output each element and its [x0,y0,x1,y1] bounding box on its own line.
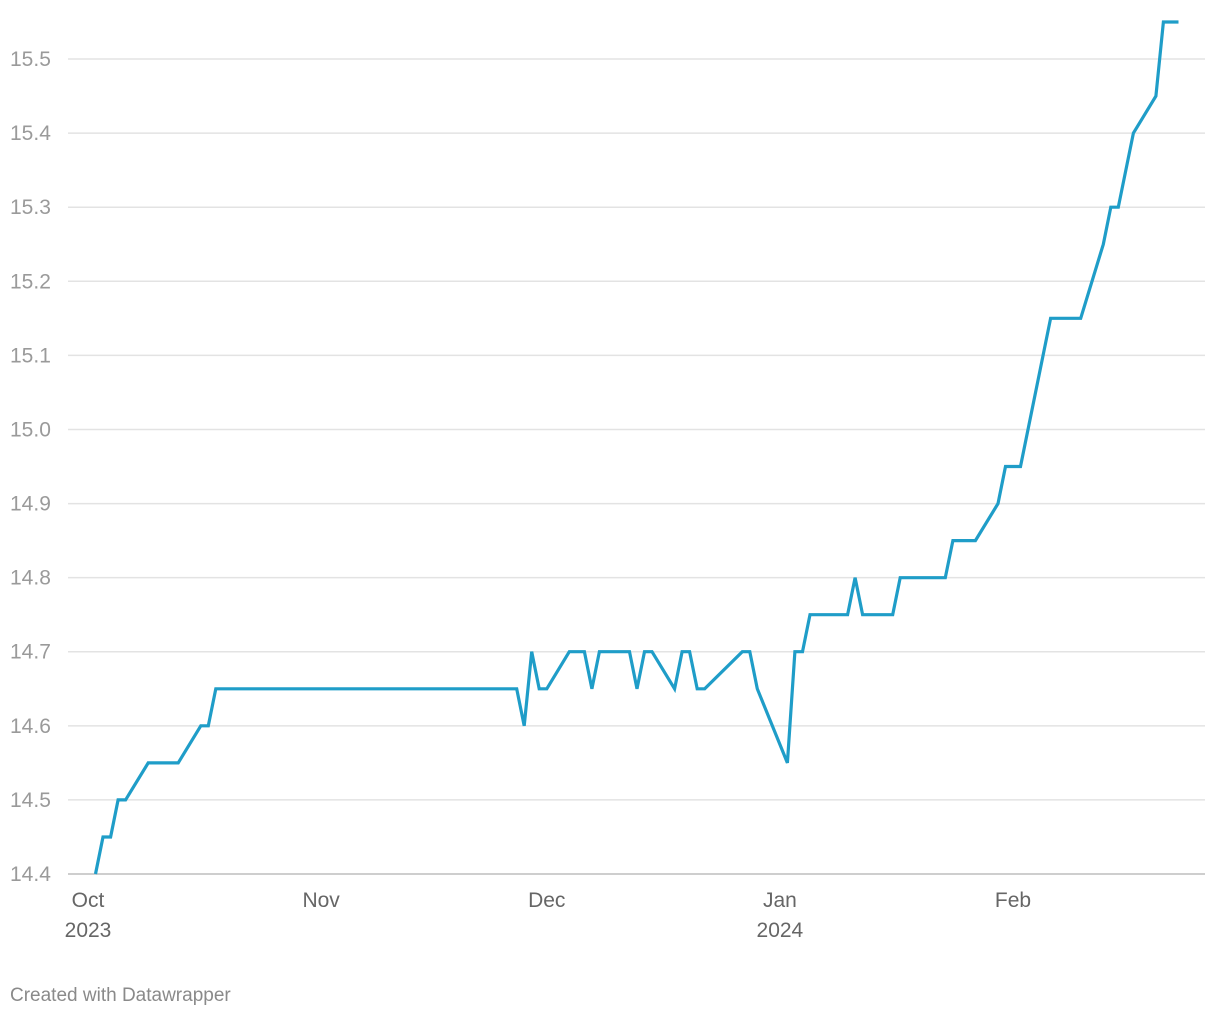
x-tick-label: Nov [302,889,340,912]
y-axis: 14.4 14.5 14.6 14.7 14.8 14.9 15.0 15.1 15.2 15.3… [10,48,51,886]
y-tick-label: 14.7 [10,641,51,664]
gridlines [68,58,1205,875]
x-tick-label: Dec [528,889,565,912]
y-tick-label: 15.5 [10,48,51,71]
y-tick-label: 15.3 [10,196,51,219]
y-tick-label: 15.0 [10,418,51,441]
x-tick-year-label: 2023 [65,919,112,942]
series [93,20,1179,875]
y-tick-label: 15.4 [10,122,51,145]
x-axis: Oct 2023 Nov Dec Jan 2024 Feb [65,889,1031,942]
x-tick-label: Jan [763,889,797,912]
footer-credit: Created with Datawrapper [10,985,231,1006]
y-tick-label: 15.2 [10,270,51,293]
x-tick-label: Oct [72,889,105,912]
line-chart: 14.4 14.5 14.6 14.7 14.8 14.9 15.0 15.1 15.2 15.3… [10,20,1205,942]
y-tick-label: 14.6 [10,715,51,738]
x-tick-year-label: 2024 [757,919,804,942]
y-tick-label: 14.4 [10,863,51,886]
y-tick-label: 14.9 [10,493,51,516]
series-line [93,20,1179,875]
y-tick-label: 15.1 [10,344,51,367]
y-tick-label: 14.5 [10,789,51,812]
y-tick-label: 14.8 [10,567,51,590]
x-tick-label: Feb [995,889,1031,912]
